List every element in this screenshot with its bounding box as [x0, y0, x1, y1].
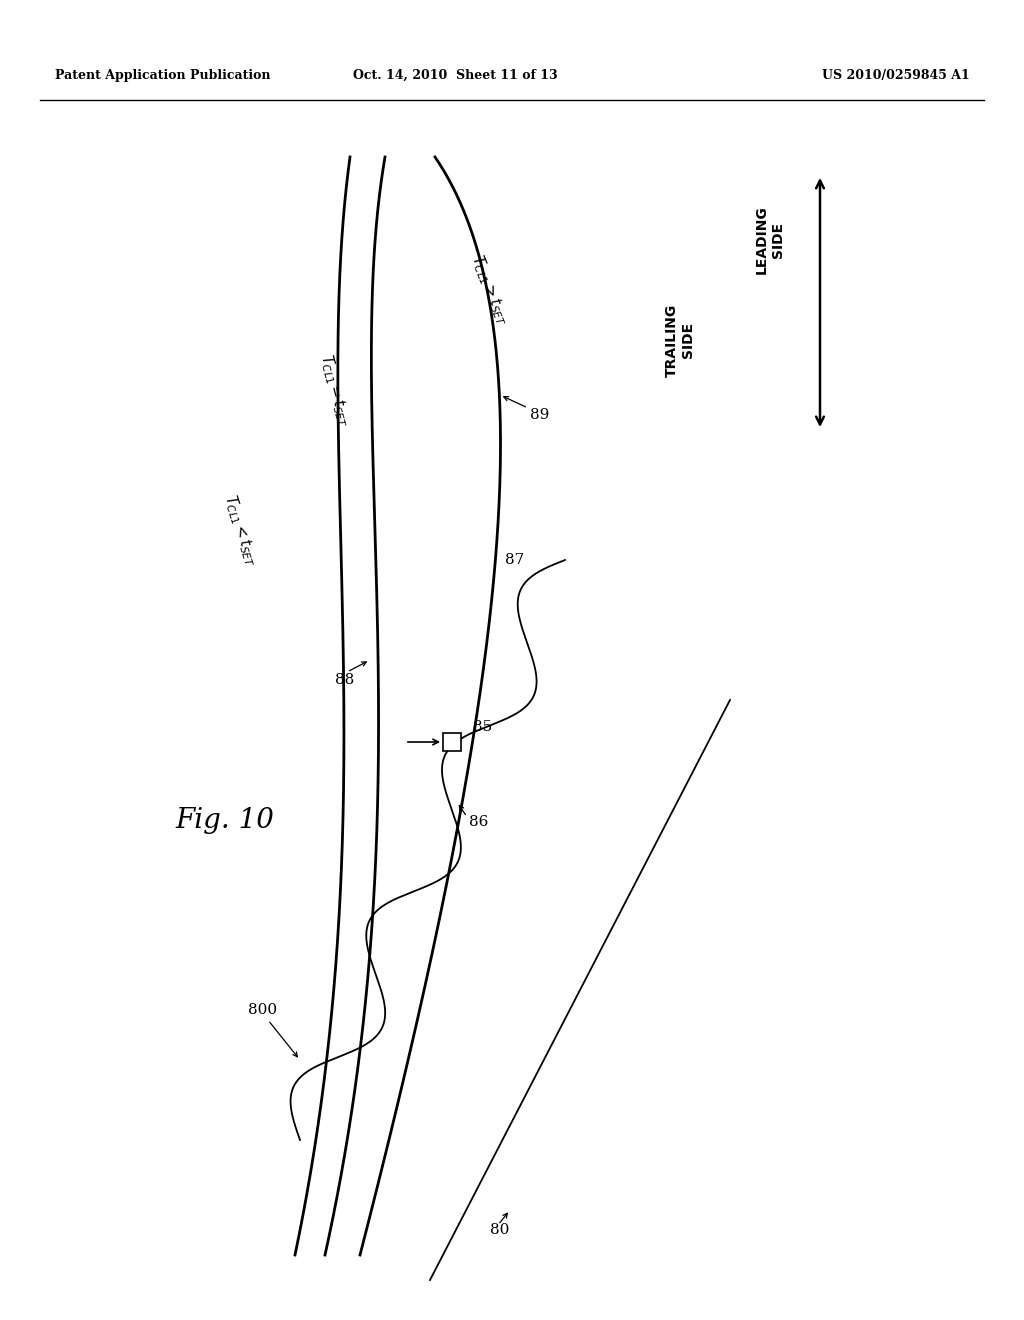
Text: 88: 88 [335, 673, 354, 686]
Text: $T_{CL1} > t_{SET}$: $T_{CL1} > t_{SET}$ [467, 252, 513, 327]
Text: Oct. 14, 2010  Sheet 11 of 13: Oct. 14, 2010 Sheet 11 of 13 [352, 69, 557, 82]
Text: US 2010/0259845 A1: US 2010/0259845 A1 [822, 69, 970, 82]
Text: 89: 89 [530, 408, 549, 422]
Text: Fig. 10: Fig. 10 [175, 807, 273, 833]
Text: TRAILING
SIDE: TRAILING SIDE [665, 304, 695, 376]
Text: $T_{CL1} < t_{SET}$: $T_{CL1} < t_{SET}$ [219, 492, 260, 568]
Text: Patent Application Publication: Patent Application Publication [55, 69, 270, 82]
Text: $T_{CL1} = t_{SET}$: $T_{CL1} = t_{SET}$ [316, 351, 353, 428]
Text: 80: 80 [490, 1224, 509, 1237]
Text: 85: 85 [473, 719, 493, 734]
Text: 800: 800 [248, 1003, 278, 1016]
Text: 87: 87 [505, 553, 524, 568]
Text: LEADING
SIDE: LEADING SIDE [755, 206, 785, 275]
Bar [443, 733, 461, 751]
Text: 86: 86 [469, 814, 488, 829]
